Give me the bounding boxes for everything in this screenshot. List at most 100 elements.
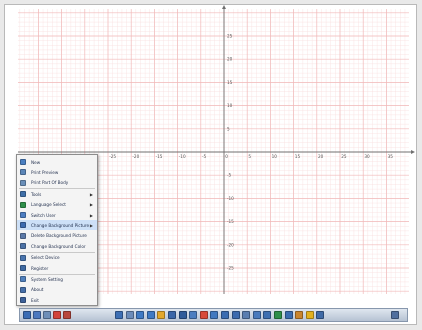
y-tick-label: 5 (227, 126, 230, 131)
exit-icon (20, 297, 26, 304)
menu-separator (19, 273, 95, 275)
menu-separator (19, 251, 95, 253)
resource-icon[interactable] (284, 311, 293, 319)
x-tick-label: -20 (132, 154, 139, 159)
device-icon (20, 254, 26, 261)
menu-item-label: Delete Background Picture (31, 233, 87, 239)
x-tick-label: 5 (248, 154, 251, 159)
print-preview-icon (20, 169, 26, 176)
menu-item[interactable]: System Setting (17, 274, 97, 284)
menu-item-label: Tools (31, 191, 42, 197)
new-page-icon (20, 159, 26, 165)
x-tick-label: -15 (156, 154, 163, 159)
delete-picture-icon (20, 232, 26, 239)
x-tick-label: -25 (109, 154, 116, 159)
graph-window: -35-30-25-20-15-10-505101520253035252015… (4, 4, 417, 325)
menu-item[interactable]: Tools ▶ (17, 189, 97, 199)
main-menu: New Print Preview Print Part Of Body Tools ▶… (16, 154, 98, 306)
submenu-arrow-icon: ▶ (89, 202, 93, 208)
eraser-icon[interactable] (53, 311, 61, 319)
zoom-icon[interactable] (210, 311, 219, 319)
x-tick-label: 25 (341, 154, 347, 159)
menu-item[interactable]: Language Select ▶ (17, 200, 97, 210)
menu-item-label: New (31, 159, 41, 165)
menu-item-label: About (31, 287, 44, 293)
y-tick-label: -15 (227, 219, 234, 224)
menu-item[interactable]: Register (17, 263, 97, 273)
line-icon[interactable] (178, 311, 187, 319)
menu-item-label: Print Preview (31, 169, 59, 175)
settings-icon (20, 276, 26, 283)
menu-item-label: Language Select (31, 202, 66, 208)
menu-item-label: Register (31, 265, 49, 271)
x-tick-label: -10 (179, 154, 186, 159)
ruler-icon[interactable] (263, 311, 272, 319)
menu-item-label: Select Device (31, 255, 60, 261)
menu-item[interactable]: Switch User ▶ (17, 210, 97, 220)
text-icon[interactable] (189, 311, 198, 319)
minimize-icon[interactable] (391, 311, 399, 319)
page-add-icon[interactable] (125, 311, 134, 319)
menu-item[interactable]: Delete Background Picture (17, 231, 97, 241)
submenu-arrow-icon: ▶ (89, 212, 93, 218)
language-icon (20, 201, 26, 208)
menu-item[interactable]: Select Device (17, 253, 97, 263)
menu-item-label: Change Background Color (31, 243, 86, 249)
menu-item[interactable]: Print Preview (17, 167, 97, 177)
x-tick-label: -5 (202, 154, 207, 159)
color-icon[interactable] (199, 311, 208, 319)
table-icon[interactable] (252, 311, 261, 319)
y-tick-label: 25 (227, 34, 233, 39)
menu-item-label: Exit (31, 297, 39, 303)
x-tick-label: 10 (272, 154, 278, 159)
toolbar (19, 308, 408, 322)
graph-icon[interactable] (274, 311, 282, 319)
y-tick-label: 10 (227, 103, 233, 108)
background-color-icon (20, 243, 26, 250)
menu-item-label: Print Part Of Body (31, 180, 69, 186)
submenu-arrow-icon: ▶ (89, 191, 93, 197)
tools-icon (20, 191, 26, 198)
shape-icon[interactable] (168, 311, 176, 319)
y-tick-label: -5 (227, 173, 232, 178)
menu-icon[interactable] (23, 311, 31, 319)
page-icon[interactable] (43, 311, 51, 319)
x-tick-label: 0 (225, 154, 228, 159)
x-tick-label: 35 (388, 154, 394, 159)
menu-item[interactable]: Exit (17, 295, 97, 305)
image-icon[interactable] (295, 311, 304, 319)
graph-paper[interactable]: -35-30-25-20-15-10-505101520253035252015… (5, 5, 417, 325)
menu-item[interactable]: About (17, 285, 97, 295)
undo-icon[interactable] (136, 311, 145, 319)
y-tick-label: -10 (227, 196, 234, 201)
y-tick-label: -20 (227, 242, 234, 247)
delete-icon[interactable] (316, 311, 325, 319)
switch-user-icon (20, 212, 26, 218)
redo-icon[interactable] (146, 311, 155, 319)
menu-item[interactable]: New (17, 157, 97, 167)
register-icon (20, 265, 26, 271)
y-tick-label: 20 (227, 57, 233, 62)
screen-icon[interactable] (221, 311, 229, 319)
video-icon[interactable] (305, 311, 314, 319)
highlighter-icon[interactable] (63, 311, 71, 319)
menu-separator (19, 188, 95, 190)
background-picture-icon (20, 222, 26, 229)
x-tick-label: 15 (295, 154, 301, 159)
select-icon[interactable] (115, 311, 123, 319)
x-tick-label: 20 (318, 154, 324, 159)
menu-item[interactable]: Print Part Of Body (17, 178, 97, 188)
menu-item[interactable]: Change Background Picture ▶ (17, 220, 97, 231)
menu-item-label: Switch User (31, 212, 56, 218)
y-tick-label: 15 (227, 80, 233, 85)
fill-icon[interactable] (157, 311, 166, 319)
menu-item[interactable]: Change Background Color (17, 241, 97, 251)
about-icon (20, 286, 26, 293)
pen-icon[interactable] (33, 311, 41, 319)
y-tick-label: -25 (227, 266, 234, 271)
submenu-arrow-icon: ▶ (89, 222, 93, 228)
camera-icon[interactable] (242, 311, 251, 319)
menu-item-label: System Setting (31, 276, 63, 282)
x-tick-label: 30 (364, 154, 370, 159)
record-icon[interactable] (231, 311, 240, 319)
